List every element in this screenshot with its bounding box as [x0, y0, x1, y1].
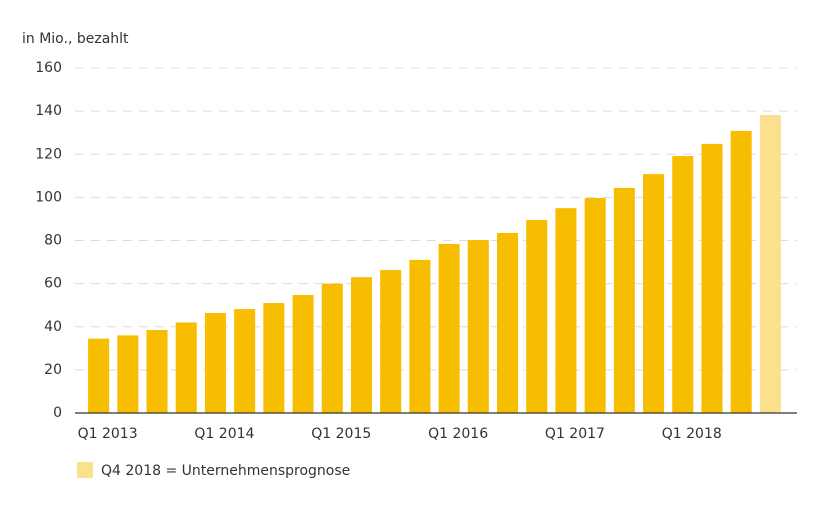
y-tick-label: 20: [44, 362, 62, 378]
x-tick-label: Q1 2018: [662, 426, 722, 442]
bar: [263, 303, 285, 413]
bar: [555, 208, 577, 413]
bar: [204, 312, 226, 413]
bar: [234, 309, 256, 413]
y-tick-label: 60: [44, 276, 62, 292]
bar: [292, 295, 314, 413]
y-tick-label: 100: [35, 189, 62, 205]
bar: [526, 220, 548, 413]
bar: [175, 322, 197, 413]
x-tick-label: Q1 2013: [78, 426, 138, 442]
y-tick-label: 160: [35, 60, 62, 76]
legend-label: Q4 2018 = Unternehmensprognose: [101, 463, 350, 479]
x-tick-label: Q1 2017: [545, 426, 605, 442]
x-tick-label: Q1 2016: [428, 426, 488, 442]
bar: [146, 329, 168, 413]
bar: [497, 232, 519, 413]
y-tick-label: 40: [44, 319, 62, 335]
bar: [321, 283, 343, 413]
bar: [117, 335, 139, 413]
bar: [613, 187, 635, 413]
bar: [409, 259, 431, 413]
bar: [701, 143, 723, 413]
y-tick-label: 140: [35, 103, 62, 119]
bar: [672, 155, 694, 413]
bar: [350, 277, 372, 413]
legend-swatch: [77, 462, 93, 478]
bar: [380, 270, 402, 413]
bar: [88, 338, 110, 413]
bar: [438, 243, 460, 413]
bar: [584, 198, 606, 413]
bar: [643, 174, 665, 413]
bar: [730, 130, 752, 413]
bar: [467, 240, 489, 413]
x-tick-label: Q1 2014: [194, 426, 254, 442]
bar: [759, 115, 781, 413]
y-tick-label: 120: [35, 146, 62, 162]
y-tick-label: 80: [44, 233, 62, 249]
y-axis-label: in Mio., bezahlt: [22, 31, 129, 47]
y-tick-label: 0: [53, 405, 62, 421]
x-tick-label: Q1 2015: [311, 426, 371, 442]
